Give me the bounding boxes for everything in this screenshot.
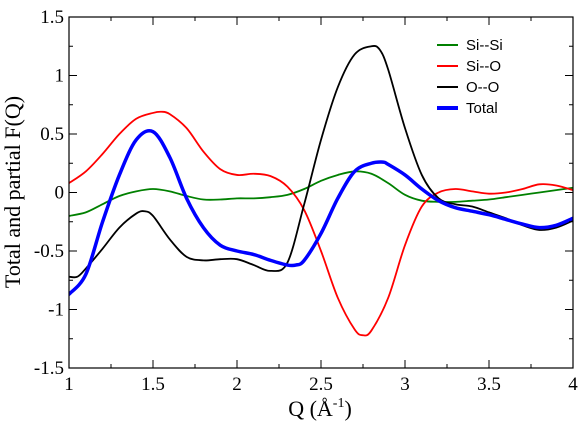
axis-ticks: 1 1.5 2 2.5 3 3.5 4 -1.5 -1 -0.5 0 0.5 1 1.5 [34, 7, 578, 395]
legend-label-o-o: O--O [466, 79, 499, 96]
series-line-si-si [69, 170, 573, 217]
x-tick-label: 2.5 [309, 374, 333, 395]
x-tick-label: 3 [400, 374, 410, 395]
legend: Si--Si Si--O O--O Total [430, 32, 527, 121]
y-tick-label: 0 [55, 183, 65, 204]
series-layer [69, 45, 573, 337]
y-tick-label: 1 [55, 66, 65, 87]
series-line-total [69, 128, 573, 297]
x-axis-title-sup: -1 [333, 396, 345, 411]
y-tick-label: 1.5 [40, 7, 64, 28]
x-tick-label: 3.5 [477, 374, 501, 395]
x-axis-title: Q (Å-1) [288, 396, 352, 421]
legend-label-si-o: Si--O [466, 58, 501, 75]
legend-label-si-si: Si--Si [466, 37, 503, 54]
series-line-si-o [69, 110, 573, 337]
x-tick-label: 1.5 [141, 374, 165, 395]
y-tick-label: -0.5 [34, 241, 64, 262]
series-line-o-o [69, 45, 573, 279]
x-axis-title-end: ) [344, 396, 351, 421]
y-tick-label: 0.5 [40, 124, 64, 145]
x-tick-label: 1 [64, 374, 74, 395]
x-axis-title-main: Q (Å [288, 396, 333, 421]
y-tick-label: -1.5 [34, 358, 64, 379]
legend-label-total: Total [466, 100, 498, 117]
y-tick-label: -1 [48, 300, 64, 321]
x-tick-label: 4 [568, 374, 578, 395]
y-axis-title: Total and partial F(Q) [0, 96, 25, 288]
x-tick-label: 2 [232, 374, 242, 395]
